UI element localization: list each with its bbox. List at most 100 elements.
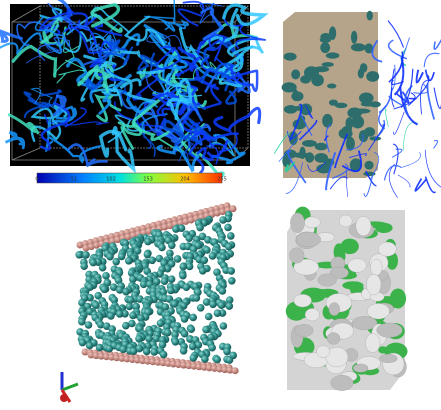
- pore: [291, 91, 303, 101]
- grain: [370, 259, 382, 275]
- particle: [220, 322, 228, 330]
- streamline: [389, 164, 397, 198]
- particle: [158, 244, 166, 252]
- particle: [99, 264, 107, 272]
- particle: [214, 309, 222, 317]
- colorbar-tick-label: 0: [35, 177, 38, 183]
- colorbar-tick-label: 102: [106, 177, 116, 183]
- particle: [106, 345, 114, 353]
- particle: [129, 312, 137, 320]
- particle: [125, 257, 133, 265]
- particle: [118, 253, 126, 261]
- particle: [172, 338, 180, 346]
- pore: [302, 140, 317, 147]
- colorbar: [37, 173, 222, 183]
- particle: [112, 258, 120, 266]
- streamline: [388, 21, 404, 48]
- streamline: [428, 84, 435, 120]
- particle: [189, 314, 197, 322]
- fluid-patch: [378, 346, 387, 353]
- grain: [295, 324, 314, 336]
- streamline: [393, 112, 404, 135]
- particle: [202, 326, 210, 334]
- grain: [378, 242, 396, 256]
- streamline: [416, 70, 423, 83]
- streamline: [434, 88, 441, 109]
- particle: [96, 344, 104, 352]
- particle: [197, 304, 205, 312]
- pore: [294, 106, 307, 111]
- grain: [329, 303, 340, 316]
- grain: [377, 323, 403, 337]
- particle: [82, 251, 90, 259]
- particle: [183, 283, 191, 291]
- particle: [78, 318, 86, 326]
- particle: [213, 356, 221, 364]
- pore: [326, 52, 340, 58]
- particle: [219, 216, 227, 224]
- particles: [75, 211, 237, 364]
- streamline: [424, 53, 439, 67]
- streamline: [426, 70, 435, 81]
- pore: [299, 147, 305, 159]
- pore: [347, 108, 362, 119]
- particle: [75, 251, 83, 259]
- streamline: [389, 40, 407, 59]
- pore: [351, 43, 366, 51]
- particle: [116, 310, 124, 318]
- pore: [307, 68, 319, 73]
- pore: [282, 82, 297, 92]
- pore: [315, 143, 328, 151]
- particle: [189, 343, 197, 351]
- particle: [122, 322, 130, 330]
- particle: [160, 351, 168, 359]
- particle: [167, 287, 175, 295]
- grain: [327, 333, 340, 345]
- pore: [320, 33, 331, 41]
- particle: [179, 272, 187, 280]
- streamline: [415, 179, 426, 191]
- particle: [196, 224, 204, 232]
- streamline: [434, 35, 441, 50]
- particle: [135, 335, 143, 343]
- pore: [311, 74, 324, 86]
- colorbar-tick-label: 153: [143, 177, 153, 183]
- pore: [360, 63, 368, 73]
- grain: [305, 308, 319, 321]
- streamline: [398, 175, 410, 188]
- particle: [201, 355, 209, 363]
- particle: [144, 251, 152, 259]
- pore: [291, 69, 300, 79]
- particle: [172, 225, 180, 233]
- streamline: [433, 140, 437, 148]
- streamline: [379, 88, 392, 113]
- streamline: [384, 166, 400, 181]
- particle: [224, 224, 232, 232]
- streamline: [403, 122, 418, 150]
- flow-panel: 051102153204255: [0, 0, 266, 183]
- grain: [294, 294, 312, 307]
- particle: [188, 325, 196, 333]
- pore: [284, 53, 297, 61]
- wall-particle: [230, 205, 237, 212]
- particle: [144, 238, 152, 246]
- particle: [209, 301, 217, 309]
- grain: [367, 303, 389, 319]
- particle: [199, 267, 207, 275]
- particle: [130, 347, 138, 355]
- pore: [322, 62, 334, 67]
- streamline: [385, 109, 388, 126]
- particle: [208, 344, 216, 352]
- streamline: [392, 149, 402, 157]
- particle: [143, 348, 151, 356]
- particle: [101, 286, 109, 294]
- grain: [296, 232, 321, 247]
- grain: [339, 215, 352, 227]
- grain: [304, 217, 320, 228]
- particle: [157, 320, 165, 328]
- grain: [318, 274, 337, 286]
- particle: [102, 272, 110, 280]
- axis-triad: [60, 372, 78, 402]
- streamline: [364, 176, 373, 197]
- grain: [331, 375, 353, 390]
